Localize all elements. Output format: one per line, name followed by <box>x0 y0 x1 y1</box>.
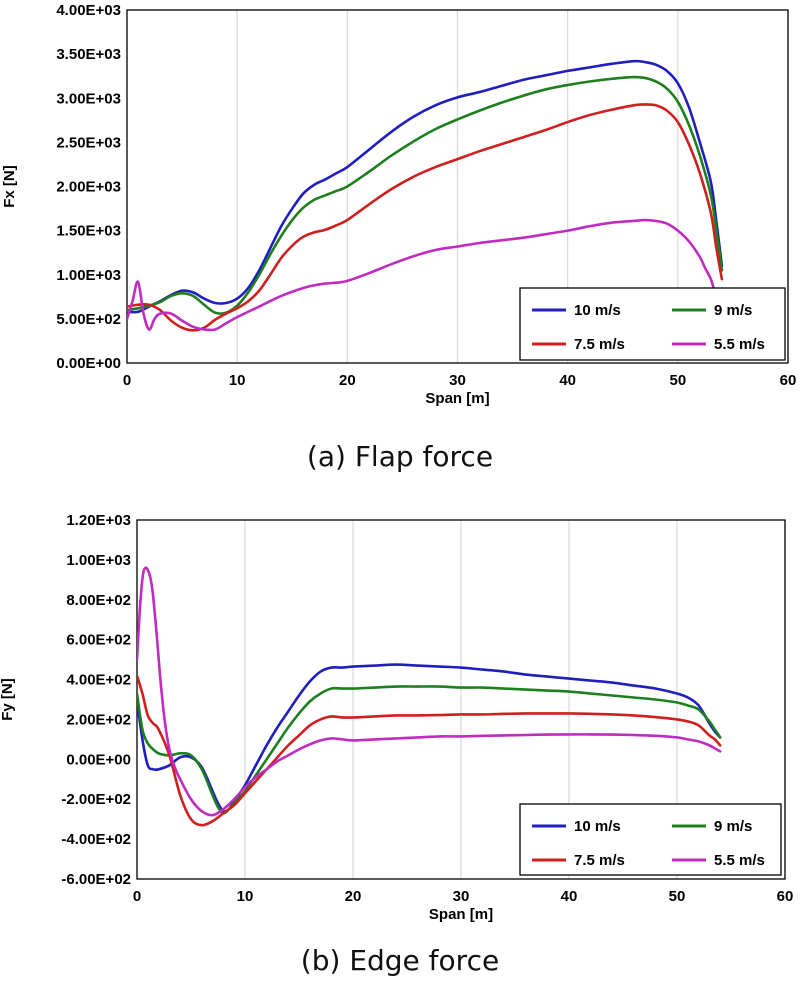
y-tick-label: 1.00E+03 <box>56 267 121 284</box>
chart-flap-force: 0.00E+00 5.00E+02 1.00E+03 1.50E+03 2.00E+03… <box>0 0 800 495</box>
legend-label: 7.5 m/s <box>574 852 625 869</box>
y-tick-label: 4.00E+03 <box>56 2 121 19</box>
legend-box <box>519 803 782 876</box>
y-axis-title: Fy [N] <box>0 678 16 721</box>
y-tick-label: -4.00E+02 <box>61 831 131 848</box>
x-tick-label: 10 <box>229 372 246 389</box>
y-tick-label: 2.00E+03 <box>56 179 121 196</box>
y-tick-label: 5.00E+02 <box>56 311 121 328</box>
legend-label: 9 m/s <box>714 302 752 319</box>
caption-edge-force: (b) Edge force <box>300 944 500 977</box>
x-tick-label: 0 <box>123 372 131 389</box>
legend-label: 10 m/s <box>574 302 621 319</box>
x-tick-label: 20 <box>345 888 362 905</box>
series-line-10-m-s <box>127 59 724 314</box>
y-tick-label: 0.00E+00 <box>56 355 121 372</box>
legend-label: 10 m/s <box>574 818 621 835</box>
y-tick-label: 2.00E+02 <box>66 711 131 728</box>
chart-flap-force-plot: 0.00E+00 5.00E+02 1.00E+03 1.50E+03 2.00E+03… <box>1 2 797 407</box>
y-tick-label: 8.00E+02 <box>66 592 131 609</box>
series-line-7-5-m-s <box>127 103 724 332</box>
x-axis-title: Span [m] <box>429 906 493 923</box>
y-tick-label: 3.00E+03 <box>56 90 121 107</box>
y-tick-label: -2.00E+02 <box>61 791 131 808</box>
y-tick-label: 6.00E+02 <box>66 632 131 649</box>
series-line-7-5-m-s <box>137 674 722 827</box>
y-tick-label: 4.00E+02 <box>66 672 131 689</box>
y-tick-label: 2.50E+03 <box>56 134 121 151</box>
x-tick-label: 30 <box>453 888 470 905</box>
series-line-5-5-m-s <box>127 218 717 332</box>
y-tick-label: 1.50E+03 <box>56 223 121 240</box>
plot-frame <box>126 9 789 364</box>
chart-edge-force: -6.00E+02 -4.00E+02 -2.00E+02 0.00E+00 2.00E… <box>0 500 800 998</box>
x-tick-label: 30 <box>449 372 466 389</box>
chart-edge-force-plot: -6.00E+02 -4.00E+02 -2.00E+02 0.00E+00 2.00E… <box>0 512 794 923</box>
x-tick-label: 50 <box>669 372 686 389</box>
y-tick-label: -6.00E+02 <box>61 871 131 888</box>
x-tick-label: 60 <box>777 888 794 905</box>
x-tick-label: 40 <box>559 372 576 389</box>
legend-label: 9 m/s <box>714 818 752 835</box>
x-tick-label: 10 <box>237 888 254 905</box>
x-tick-label: 60 <box>780 372 797 389</box>
y-tick-label: 1.20E+03 <box>66 512 131 529</box>
caption-flap-force: (a) Flap force <box>306 440 494 473</box>
series-line-9-m-s <box>127 75 724 315</box>
y-axis-title: Fx [N] <box>1 165 18 208</box>
legend-box <box>519 287 786 361</box>
series-line-5-5-m-s <box>137 566 722 817</box>
x-tick-label: 0 <box>133 888 141 905</box>
x-axis-title: Span [m] <box>425 390 489 407</box>
y-tick-label: 0.00E+00 <box>66 751 131 768</box>
y-tick-label: 3.50E+03 <box>56 46 121 63</box>
x-tick-label: 50 <box>669 888 686 905</box>
x-tick-label: 20 <box>339 372 356 389</box>
y-tick-label: 1.00E+03 <box>66 552 131 569</box>
legend-label: 5.5 m/s <box>714 336 765 353</box>
x-tick-label: 40 <box>561 888 578 905</box>
series-line-9-m-s <box>137 685 722 815</box>
legend-label: 5.5 m/s <box>714 852 765 869</box>
legend-label: 7.5 m/s <box>574 336 625 353</box>
